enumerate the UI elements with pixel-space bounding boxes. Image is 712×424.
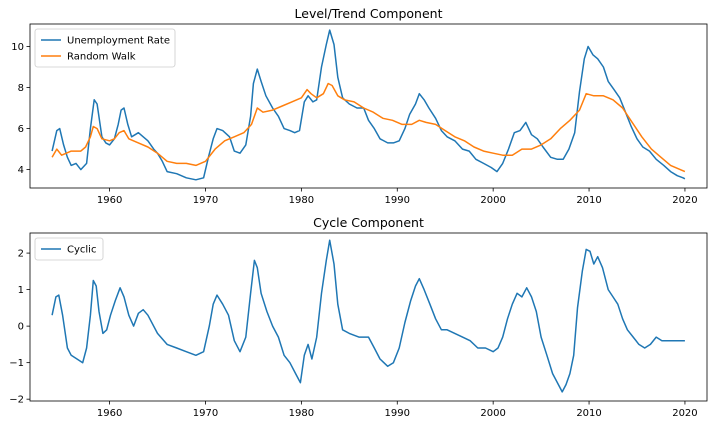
legend-label: Cyclic xyxy=(67,245,96,256)
y-tick-label: 0 xyxy=(18,322,24,333)
y-tick-label: 4 xyxy=(18,165,24,176)
axes-frame xyxy=(29,232,708,402)
x-tick-label: 1970 xyxy=(193,408,218,419)
x-tick-label: 2000 xyxy=(480,408,505,419)
level-trend-panel: Level/Trend Component 1960 1970 1980 1990 200… xyxy=(11,6,708,206)
cycle-panel: Cycle Component 1960 1970 1980 1990 2000 2010 2… xyxy=(9,215,708,419)
series-line-random-walk xyxy=(51,82,686,173)
x-tick-label: 1980 xyxy=(289,408,314,419)
x-tick-label: 2010 xyxy=(576,195,601,206)
x-tick-label: 1960 xyxy=(97,408,122,419)
y-tick-label: 8 xyxy=(18,83,24,94)
x-tick-label: 1960 xyxy=(97,195,122,206)
y-tick-label: 6 xyxy=(18,124,24,135)
x-tick-label: 1990 xyxy=(385,408,410,419)
legend-label: Random Walk xyxy=(67,52,136,63)
legend-box xyxy=(34,237,104,261)
x-tick-label: 2020 xyxy=(672,408,697,419)
y-tick-label: 2 xyxy=(18,249,24,260)
chart-title: Level/Trend Component xyxy=(295,6,443,21)
series-line-unemployment-rate xyxy=(51,29,686,181)
legend-box xyxy=(34,28,176,68)
y-tick-label: 10 xyxy=(11,42,24,53)
axes-frame xyxy=(29,23,708,189)
x-tick-label: 2000 xyxy=(480,195,505,206)
chart-title: Cycle Component xyxy=(313,215,424,230)
x-tick-label: 1970 xyxy=(193,195,218,206)
y-tick-label: −2 xyxy=(9,395,24,406)
y-tick-label: 1 xyxy=(18,285,24,296)
legend-label: Unemployment Rate xyxy=(67,36,170,47)
x-tick-label: 1980 xyxy=(289,195,314,206)
x-tick-label: 1990 xyxy=(385,195,410,206)
x-tick-label: 2010 xyxy=(576,408,601,419)
x-tick-label: 2020 xyxy=(672,195,697,206)
y-tick-label: −1 xyxy=(9,358,24,369)
series-line-cyclic xyxy=(51,239,685,393)
